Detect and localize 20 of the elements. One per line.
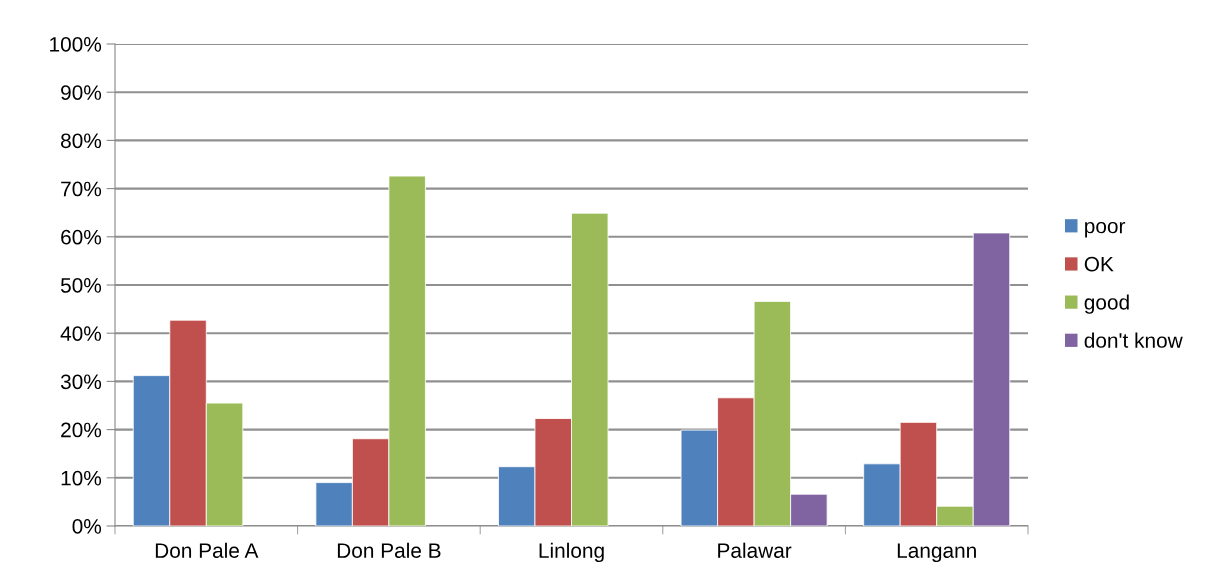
x-tick-label: Palawar: [718, 542, 792, 558]
legend-label: good: [1084, 294, 1129, 314]
y-tick-label: 10%: [61, 470, 102, 486]
x-tick-label: Don Pale A: [155, 542, 259, 558]
y-tick-label: 20%: [61, 422, 102, 438]
x-tick-label: Linlong: [539, 542, 604, 563]
legend-label: poor: [1085, 221, 1126, 238]
y-tick-label: 100%: [50, 37, 102, 52]
y-tick-label: 50%: [60, 278, 102, 293]
y-tick-label: 70%: [61, 181, 102, 197]
legend-label: don't know: [1084, 332, 1183, 348]
y-tick-label: 0%: [72, 519, 102, 534]
y-tick-label: 80%: [61, 133, 102, 149]
legend-label: OK: [1084, 256, 1114, 272]
x-tick-label: Don Pale B: [337, 542, 441, 558]
y-tick-label: 60%: [61, 229, 102, 245]
x-tick-label: Langann: [897, 543, 976, 563]
y-tick-label: 30%: [60, 374, 102, 390]
y-tick-label: 40%: [60, 326, 102, 341]
y-tick-label: 90%: [61, 85, 102, 100]
